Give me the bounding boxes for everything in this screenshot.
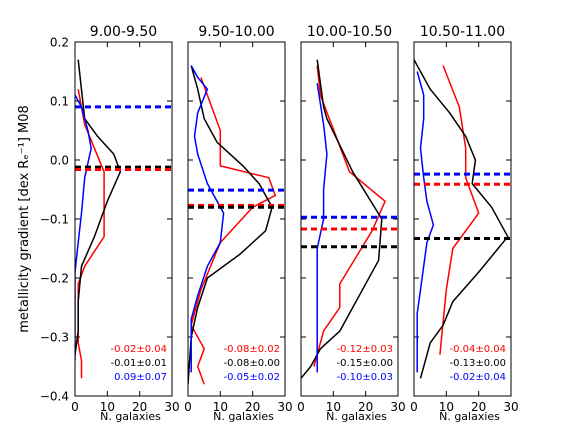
panel-frame bbox=[74, 41, 173, 397]
plot-area bbox=[301, 59, 398, 379]
black-series-line bbox=[75, 59, 122, 355]
x-tick-label: 10 bbox=[100, 400, 115, 414]
panel-1: 9.00-9.50 N. galaxies 0 10 20 30 −0.4 −0.3 −0.2 −… bbox=[40, 24, 180, 423]
panel-title: 10.00-10.50 bbox=[307, 24, 392, 40]
x-axis-label: N. galaxies bbox=[100, 410, 161, 423]
blue-series-line bbox=[75, 94, 92, 361]
panel-frame bbox=[413, 41, 512, 397]
red-annotation: -0.12±0.03 bbox=[336, 344, 393, 355]
x-tick-label: 30 bbox=[503, 400, 518, 414]
y-tick-label: −0.1 bbox=[40, 213, 69, 227]
panel-title: 9.00-9.50 bbox=[90, 24, 157, 40]
x-tick-label: 20 bbox=[471, 400, 486, 414]
panel-title: 10.50-11.00 bbox=[420, 24, 505, 40]
x-tick-label: 0 bbox=[297, 400, 305, 414]
panel-4: 10.50-11.00 N. galaxies 0 10 20 30 -0.04±0.04 -… bbox=[410, 24, 518, 423]
y-axis-label: metallicity gradient [dex Rₑ⁻¹] M08 bbox=[17, 105, 32, 333]
panel-frame bbox=[300, 41, 399, 397]
plot-area bbox=[75, 59, 172, 379]
black-annotation: -0.01±0.01 bbox=[110, 358, 167, 369]
red-series-line bbox=[439, 65, 480, 355]
x-tick-label: 10 bbox=[326, 400, 341, 414]
panel-2: 9.50-10.00 N. galaxies 0 10 20 30 -0.08±0.02 -0… bbox=[184, 24, 292, 423]
y-tick-label: −0.2 bbox=[40, 272, 69, 286]
red-series-line bbox=[77, 89, 105, 379]
x-tick-label: 30 bbox=[277, 400, 292, 414]
blue-annotation: 0.09±0.07 bbox=[114, 372, 167, 383]
x-axis-label: N. galaxies bbox=[213, 410, 274, 423]
x-tick-label: 0 bbox=[410, 400, 418, 414]
x-axis-label: N. galaxies bbox=[326, 410, 387, 423]
plot-area bbox=[414, 59, 511, 379]
black-series-line bbox=[301, 59, 383, 379]
y-tick-label: 0.1 bbox=[50, 95, 69, 109]
blue-series-line bbox=[416, 71, 435, 373]
panels: 9.00-9.50 N. galaxies 0 10 20 30 −0.4 −0.3 −0.2 −… bbox=[40, 24, 519, 423]
x-tick-label: 0 bbox=[184, 400, 192, 414]
y-tick-label: −0.4 bbox=[40, 390, 69, 404]
x-tick-label: 30 bbox=[164, 400, 179, 414]
panel-title: 9.50-10.00 bbox=[198, 24, 274, 40]
blue-series-line bbox=[316, 83, 328, 373]
x-tick-label: 0 bbox=[71, 400, 79, 414]
blue-series-line bbox=[190, 65, 225, 373]
black-series-line bbox=[414, 59, 509, 379]
x-tick-label: 30 bbox=[390, 400, 405, 414]
x-tick-label: 10 bbox=[213, 400, 228, 414]
panel-3: 10.00-10.50 N. galaxies 0 10 20 30 -0.12±0.03 -… bbox=[297, 24, 405, 423]
red-series-line bbox=[190, 77, 277, 385]
x-tick-label: 20 bbox=[132, 400, 147, 414]
blue-annotation: -0.02±0.04 bbox=[449, 372, 506, 383]
x-axis-label: N. galaxies bbox=[439, 410, 500, 423]
black-series-line bbox=[188, 65, 273, 385]
black-annotation: -0.13±0.00 bbox=[449, 358, 506, 369]
y-tick-label: 0.0 bbox=[50, 154, 69, 168]
x-tick-label: 10 bbox=[439, 400, 454, 414]
y-tick-label: −0.3 bbox=[40, 331, 69, 345]
blue-annotation: -0.10±0.03 bbox=[336, 372, 393, 383]
red-annotation: -0.08±0.02 bbox=[223, 344, 280, 355]
panel-frame bbox=[187, 41, 286, 397]
red-annotation: -0.02±0.04 bbox=[110, 344, 167, 355]
x-tick-label: 20 bbox=[245, 400, 260, 414]
y-tick-label: 0.2 bbox=[50, 36, 69, 50]
black-annotation: -0.08±0.00 bbox=[223, 358, 280, 369]
blue-annotation: -0.05±0.02 bbox=[223, 372, 280, 383]
plot-area bbox=[188, 65, 285, 385]
red-annotation: -0.04±0.04 bbox=[449, 344, 506, 355]
x-tick-label: 20 bbox=[358, 400, 373, 414]
red-series-line bbox=[313, 65, 386, 367]
black-annotation: -0.15±0.00 bbox=[336, 358, 393, 369]
